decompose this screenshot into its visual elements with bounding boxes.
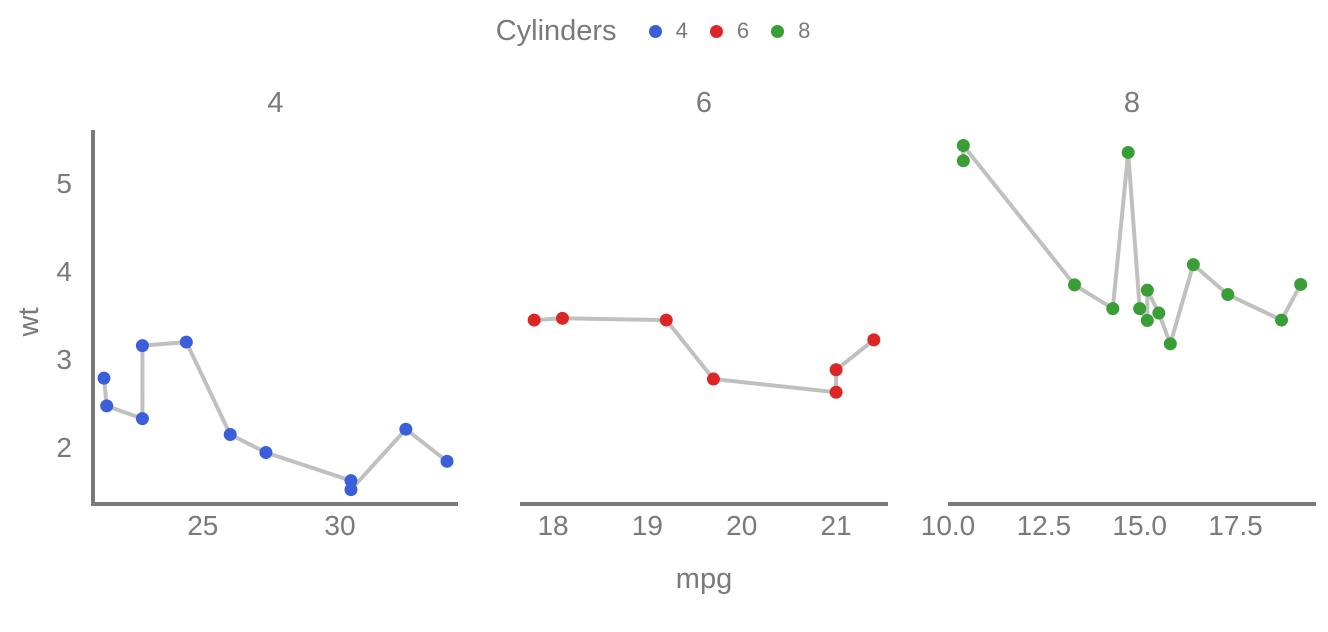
legend-swatch-4 <box>648 24 662 38</box>
x-tick-label: 20 <box>726 510 757 541</box>
data-point <box>867 333 881 347</box>
legend-title: Cylinders <box>495 14 617 47</box>
data-point <box>706 372 720 386</box>
data-point <box>1163 337 1177 351</box>
data-point <box>1294 277 1308 291</box>
data-point <box>555 311 569 325</box>
data-point <box>344 474 358 488</box>
data-point <box>179 335 193 349</box>
facets-group: 2 3 4 5 4 25 30 6 18 19 20 21 8 10.0 12.5 15.0 17.5 <box>56 87 1316 541</box>
series-line <box>961 143 1303 346</box>
data-point <box>440 454 454 468</box>
legend-item-6: 6 <box>709 18 750 44</box>
x-tick-label: 19 <box>632 510 663 541</box>
data-point <box>829 385 843 399</box>
x-tick-label: 18 <box>537 510 568 541</box>
legend-label-4: 4 <box>675 18 688 43</box>
data-point <box>259 446 273 460</box>
data-point <box>956 154 970 168</box>
legend: Cylinders 4 6 8 <box>0 12 1328 50</box>
data-point <box>1186 258 1200 272</box>
x-tick-label: 12.5 <box>1017 510 1072 541</box>
data-point <box>135 412 149 426</box>
legend-label-6: 6 <box>736 18 750 43</box>
series-line <box>534 316 876 395</box>
legend-swatch-8 <box>771 24 785 38</box>
data-point <box>1068 278 1081 292</box>
data-point <box>1106 302 1120 316</box>
y-axis-label: wt <box>13 308 45 338</box>
legend-swatch-6 <box>709 24 723 38</box>
y-tick-label: 5 <box>56 168 72 199</box>
data-point <box>344 483 358 497</box>
y-tick-label: 2 <box>56 432 72 463</box>
legend-item-4: 4 <box>648 18 688 44</box>
y-tick-label: 4 <box>56 256 72 287</box>
data-point <box>97 371 111 385</box>
data-point <box>1221 288 1235 302</box>
x-tick-label: 21 <box>821 510 852 541</box>
facet-title: 6 <box>696 87 712 119</box>
data-point <box>100 399 114 413</box>
data-point <box>1121 145 1135 159</box>
x-tick-label: 17.5 <box>1208 510 1263 541</box>
x-axis-label: mpg <box>676 563 732 595</box>
facet-title: 8 <box>1124 87 1140 119</box>
data-point <box>223 427 237 441</box>
facet-title: 4 <box>267 87 283 119</box>
x-tick-label: 30 <box>324 510 355 541</box>
data-point <box>399 422 413 436</box>
data-point <box>1133 302 1147 316</box>
legend-label-8: 8 <box>798 18 811 43</box>
data-point <box>956 138 970 152</box>
data-point <box>1275 313 1288 327</box>
data-point <box>1140 314 1154 328</box>
x-tick-label: 10.0 <box>921 510 976 541</box>
data-point <box>1140 283 1154 297</box>
x-tick-label: 25 <box>187 510 218 541</box>
data-point <box>829 363 843 377</box>
data-point <box>527 313 541 327</box>
legend-item-8: 8 <box>771 18 810 44</box>
series-line <box>102 340 449 492</box>
x-tick-label: 15.0 <box>1112 510 1167 541</box>
data-point <box>659 313 673 327</box>
y-tick-label: 3 <box>56 344 72 375</box>
data-point <box>135 339 149 353</box>
data-point <box>1152 306 1166 320</box>
